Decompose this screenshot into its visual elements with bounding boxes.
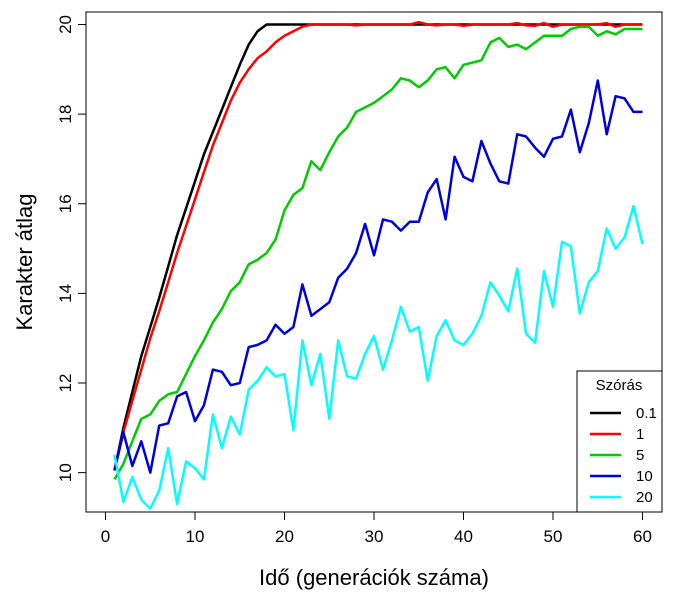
series-line-5 [113,25,643,481]
legend-label-0.1: 0.1 [636,405,657,422]
y-tick-label: 16 [56,194,75,213]
y-tick-label: 12 [56,374,75,393]
legend-title: Szórás [596,377,643,394]
series-line-20 [113,204,644,510]
legend-label-1: 1 [636,426,644,443]
x-axis: 0 10 20 30 40 50 60 [101,511,652,546]
x-tick-label: 40 [454,527,473,546]
x-tick-label: 0 [101,527,110,546]
y-axis-title: Karakter átlag [12,194,37,331]
y-tick-label: 20 [56,15,75,34]
x-tick-label: 10 [186,527,205,546]
y-tick-label: 14 [56,284,75,303]
series-line-1 [113,20,643,471]
legend-items: 0.1 1 5 10 20 [590,405,657,506]
x-tick-label: 30 [365,527,384,546]
x-axis-title: Idő (generációk száma) [259,565,489,590]
y-tick-label: 10 [56,463,75,482]
legend-label-5: 5 [636,447,644,464]
legend-label-20: 20 [636,489,653,506]
legend-label-10: 10 [636,468,653,485]
y-tick-label: 18 [56,105,75,124]
y-axis: 10 12 14 16 18 20 [56,15,87,482]
series-line-0.1 [113,23,643,471]
x-tick-label: 50 [544,527,563,546]
series-layer [113,20,644,510]
legend-box [576,370,663,513]
plot-frame [85,11,663,513]
legend: Szórás 0.1 1 5 10 20 [576,370,663,513]
series-line-10 [113,79,643,474]
x-tick-label: 20 [275,527,294,546]
x-tick-label: 60 [633,527,652,546]
